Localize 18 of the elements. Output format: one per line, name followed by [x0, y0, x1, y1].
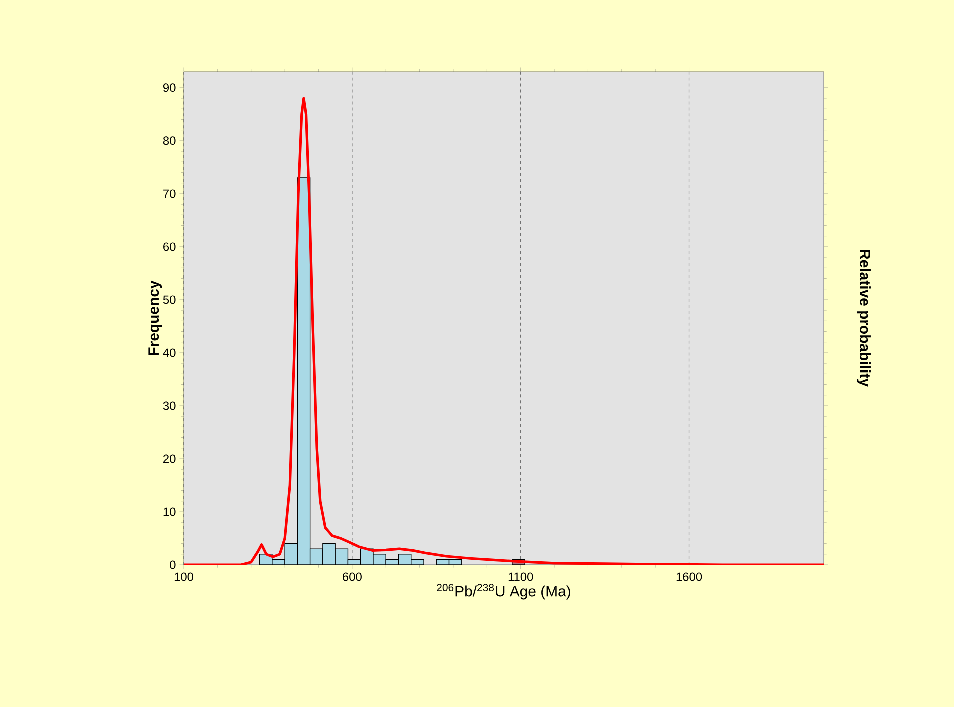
- y-tick-label: 50: [163, 296, 176, 304]
- y-tick-label: 90: [163, 84, 176, 92]
- x-axis-title: $^{206}$Pb/$^{238}$U Age (Ma): [437, 584, 570, 600]
- y-tick-label: 0: [170, 560, 176, 570]
- y-tick-label: 20: [164, 454, 176, 464]
- x-tick-label: 600: [343, 572, 362, 582]
- x-tick-label: 100: [174, 572, 194, 582]
- y-tick-label: 30: [163, 402, 176, 410]
- y-axis-title: Frequency: [148, 280, 162, 356]
- y-tick-label: 80: [163, 136, 176, 146]
- x-tick-label: 1100: [508, 572, 534, 582]
- y-tick-label: 70: [164, 190, 176, 198]
- y-tick-label: 10: [164, 508, 176, 516]
- y2-axis-title: Relative probability: [857, 250, 871, 387]
- y-tick-label: 60: [164, 242, 176, 252]
- line-series: [184, 97, 824, 565]
- y-tick-label: 40: [163, 348, 176, 358]
- x-tick-label: 1600: [676, 572, 702, 582]
